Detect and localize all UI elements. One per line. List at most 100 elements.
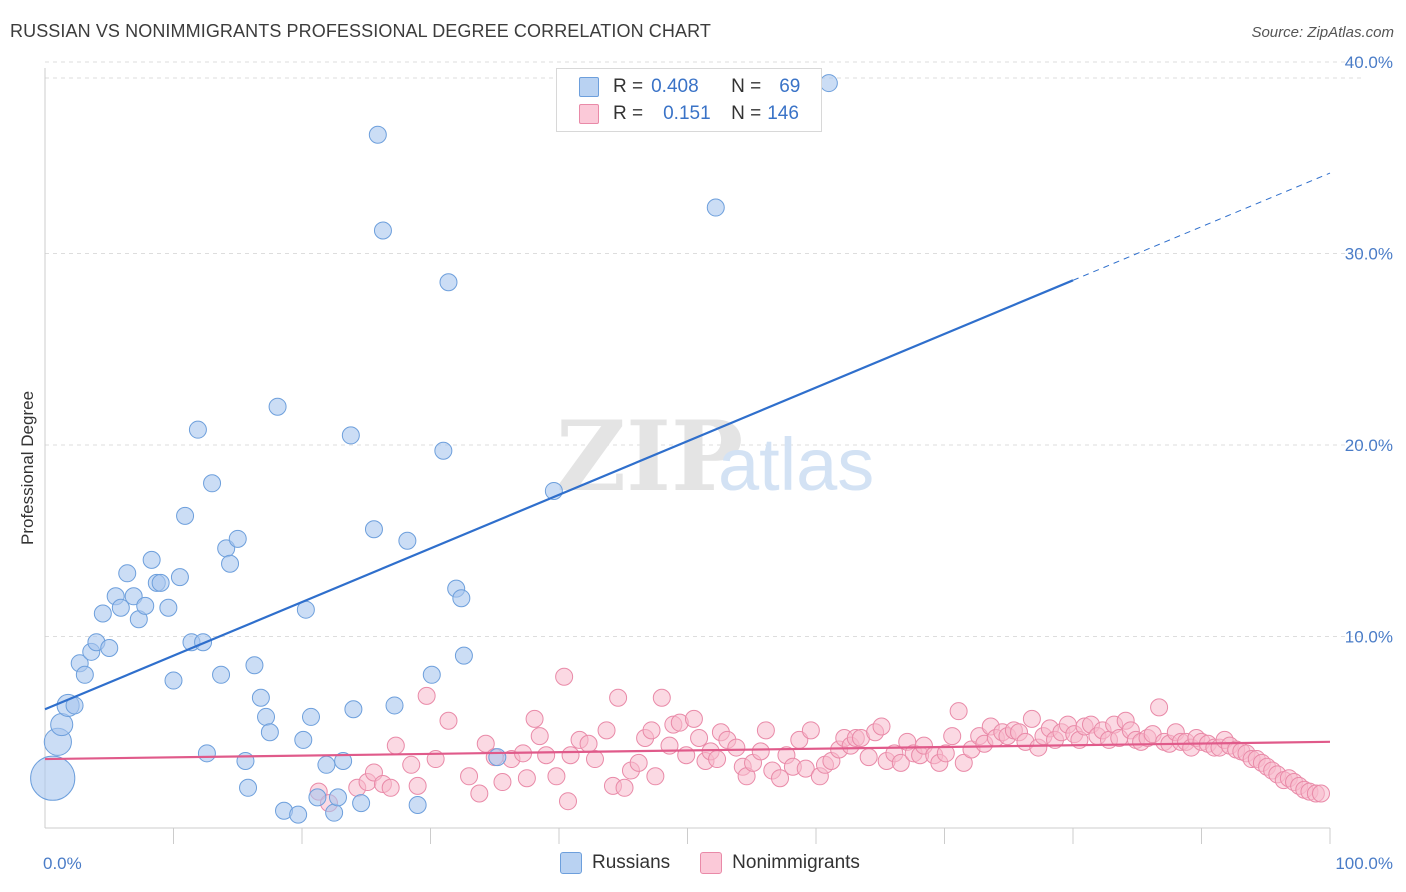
russians-point [124, 587, 143, 606]
nonimmigrants-point [1312, 784, 1331, 803]
russians-points [30, 74, 838, 824]
legend-item-nonimmigrants[interactable]: Nonimmigrants [700, 852, 860, 874]
russians-point [344, 700, 363, 719]
nonimmigrants-point [579, 734, 598, 753]
russians-point [439, 273, 458, 292]
nonimmigrants-point [439, 711, 458, 730]
russians-point [221, 554, 240, 573]
nonimmigrants-point [493, 773, 512, 792]
russians-point [142, 550, 161, 569]
russians-point [100, 638, 119, 657]
y-axis-label: Professional Degree [18, 391, 37, 545]
russians-point [341, 426, 360, 445]
russians-point [289, 805, 308, 824]
nonimmigrants-trend-line [44, 740, 1331, 761]
russians-legend-swatch [560, 852, 582, 874]
russians-trend-line [44, 279, 1074, 711]
legend-r-value: 0.151 [663, 103, 711, 124]
russians-point [352, 794, 371, 813]
russians-point [164, 671, 183, 690]
legend-item-russians[interactable]: Russians [560, 852, 670, 874]
y-tick-labels: 10.0% 20.0% 30.0% 40.0% [1345, 53, 1393, 647]
nonimmigrants-point [652, 688, 671, 707]
nonimmigrants-point [470, 784, 489, 803]
russians-point [257, 707, 276, 726]
russians-swatch [579, 77, 599, 97]
russians-point [268, 397, 287, 416]
legend-n-label: N = [731, 76, 762, 97]
nonimmigrants-point [872, 717, 891, 736]
nonimmigrants-point [408, 776, 427, 795]
trend-lines [44, 172, 1331, 761]
nonimmigrants-point [751, 742, 770, 761]
legend-r-value: 0.408 [651, 76, 699, 97]
russians-point [488, 748, 507, 767]
nonimmigrants-legend-swatch [700, 852, 723, 874]
russians-point [301, 707, 320, 726]
nonimmigrants-point [949, 702, 968, 721]
nonimmigrants-point [771, 769, 790, 788]
russians-point [170, 568, 189, 587]
nonimmigrants-point [537, 746, 556, 765]
nonimmigrants-point [642, 721, 661, 740]
x-tick-label: 100.0% [1335, 854, 1393, 873]
series-legend: Russians Nonimmigrants [560, 852, 890, 874]
nonimmigrants-point [891, 753, 910, 772]
nonimmigrants-point [727, 738, 746, 757]
russians-point [111, 598, 130, 617]
russians-point [454, 646, 473, 665]
russians-point [239, 778, 258, 797]
nonimmigrants-point [708, 750, 727, 769]
russians-point [364, 520, 383, 539]
russians-point [434, 441, 453, 460]
nonimmigrants-swatch [579, 104, 599, 124]
y-tick-label: 20.0% [1345, 436, 1393, 455]
russians-point [251, 688, 270, 707]
russians-point [151, 573, 170, 592]
russians-point [30, 755, 76, 801]
nonimmigrants-point [684, 709, 703, 728]
russians-point [75, 665, 94, 684]
nonimmigrants-point [756, 721, 775, 740]
source-label: Source: ZipAtlas.com [1251, 24, 1394, 41]
nonimmigrants-point [402, 755, 421, 774]
legend-n-value: 69 [779, 76, 801, 97]
russians-point [118, 564, 137, 583]
nonimmigrants-point [954, 753, 973, 772]
axes [44, 68, 1331, 844]
russians-point [325, 803, 344, 822]
russians-point [159, 598, 178, 617]
nonimmigrants-point [517, 769, 536, 788]
nonimmigrants-point [525, 709, 544, 728]
x-tick-labels: 0.0% 100.0% [43, 854, 1393, 873]
russians-point [136, 596, 155, 615]
nonimmigrants-point [801, 721, 820, 740]
nonimmigrants-point [530, 727, 549, 746]
nonimmigrants-point [561, 746, 580, 765]
russians-point [368, 125, 387, 144]
nonimmigrants-point [943, 727, 962, 746]
russians-point [334, 751, 353, 770]
russians-point [819, 74, 838, 93]
stats-legend: R = 0.408 N = 69 R = 0.151 N = 146 [556, 68, 822, 132]
nonimmigrants-point [460, 767, 479, 786]
nonimmigrants-point [615, 778, 634, 797]
russians-point [317, 755, 336, 774]
russians-point [706, 198, 725, 217]
russians-point [228, 529, 247, 548]
russians-point [93, 604, 112, 623]
nonimmigrants-point [859, 748, 878, 767]
nonimmigrants-points [309, 667, 1331, 813]
legend-row-nonimmigrants: R = 0.151 N = 146 [579, 101, 799, 127]
russians-legend-label: Russians [592, 852, 671, 873]
russians-point [212, 665, 231, 684]
legend-r-label: R = [613, 103, 644, 124]
russians-trend-extension [1072, 172, 1331, 281]
russians-point [176, 506, 195, 525]
nonimmigrants-point [629, 753, 648, 772]
nonimmigrants-point [585, 750, 604, 769]
russians-point [452, 589, 471, 608]
russians-point [236, 751, 255, 770]
russians-point [398, 531, 417, 550]
